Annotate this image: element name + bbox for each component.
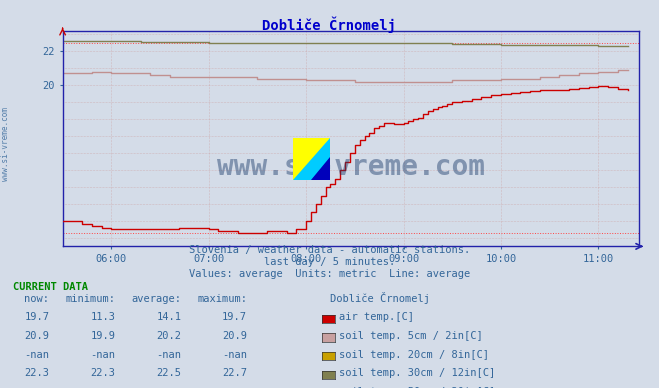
Text: 20.9: 20.9: [222, 331, 247, 341]
Polygon shape: [293, 138, 330, 180]
Text: 20.9: 20.9: [24, 331, 49, 341]
Text: 22.5: 22.5: [156, 368, 181, 378]
Text: 22.7: 22.7: [222, 368, 247, 378]
Text: -nan: -nan: [222, 387, 247, 388]
Text: Dobliče Črnomelj: Dobliče Črnomelj: [262, 16, 397, 33]
Text: soil temp. 50cm / 20in[C]: soil temp. 50cm / 20in[C]: [339, 387, 496, 388]
Text: soil temp. 30cm / 12in[C]: soil temp. 30cm / 12in[C]: [339, 368, 496, 378]
Text: air temp.[C]: air temp.[C]: [339, 312, 415, 322]
Text: -nan: -nan: [156, 387, 181, 388]
Text: www.si-vreme.com: www.si-vreme.com: [217, 153, 485, 181]
Text: -nan: -nan: [24, 387, 49, 388]
Text: Slovenia / weather data - automatic stations.: Slovenia / weather data - automatic stat…: [189, 245, 470, 255]
Text: 20.2: 20.2: [156, 331, 181, 341]
Text: average:: average:: [131, 294, 181, 304]
Text: 19.7: 19.7: [222, 312, 247, 322]
Text: maximum:: maximum:: [197, 294, 247, 304]
Text: 22.3: 22.3: [24, 368, 49, 378]
Text: 22.3: 22.3: [90, 368, 115, 378]
Text: 14.1: 14.1: [156, 312, 181, 322]
Text: CURRENT DATA: CURRENT DATA: [13, 282, 88, 292]
Text: -nan: -nan: [90, 387, 115, 388]
Text: -nan: -nan: [156, 350, 181, 360]
Text: www.si-vreme.com: www.si-vreme.com: [1, 107, 10, 180]
Text: Values: average  Units: metric  Line: average: Values: average Units: metric Line: aver…: [189, 269, 470, 279]
Polygon shape: [312, 157, 330, 180]
Text: minimum:: minimum:: [65, 294, 115, 304]
Polygon shape: [293, 138, 330, 180]
Text: 19.7: 19.7: [24, 312, 49, 322]
Text: 19.9: 19.9: [90, 331, 115, 341]
Text: -nan: -nan: [24, 350, 49, 360]
Text: soil temp. 5cm / 2in[C]: soil temp. 5cm / 2in[C]: [339, 331, 483, 341]
Text: -nan: -nan: [222, 350, 247, 360]
Text: now:: now:: [24, 294, 49, 304]
Text: Dobliče Črnomelj: Dobliče Črnomelj: [330, 292, 430, 304]
Text: 11.3: 11.3: [90, 312, 115, 322]
Text: last day / 5 minutes.: last day / 5 minutes.: [264, 257, 395, 267]
Text: -nan: -nan: [90, 350, 115, 360]
Text: soil temp. 20cm / 8in[C]: soil temp. 20cm / 8in[C]: [339, 350, 490, 360]
